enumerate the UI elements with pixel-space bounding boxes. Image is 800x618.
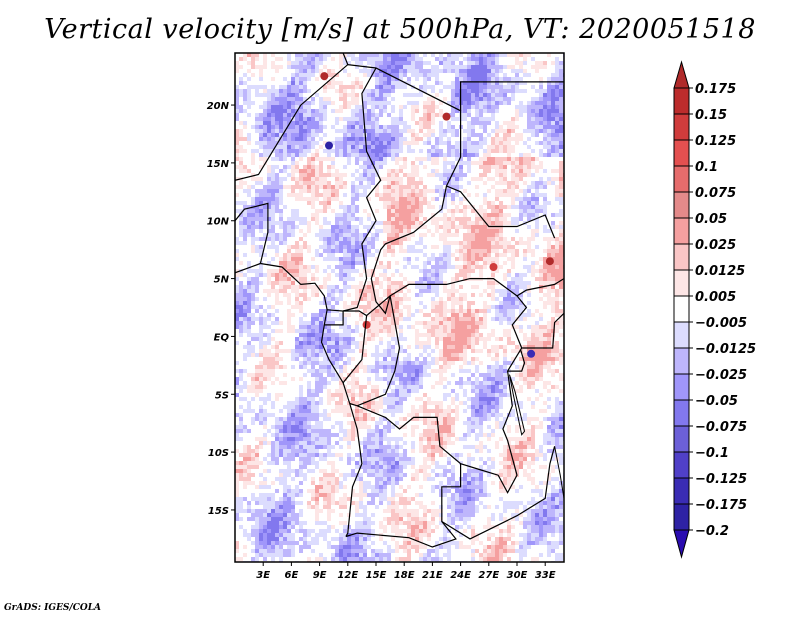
colorbar-label: −0.005 [695,316,747,331]
x-tick-label: 3E [256,570,270,581]
colorbar-box [673,295,690,323]
border-line-14 [460,81,564,111]
x-tick-label: 6E [285,570,299,581]
x-tick-label: 18E [394,570,415,581]
colorbar-label: −0.2 [695,524,729,539]
colorbar-label: −0.05 [695,394,738,409]
colorbar-box [673,347,690,375]
border-line-10 [460,295,528,494]
colorbar-box [673,373,690,401]
colorbar-box [673,139,690,167]
border-line-15 [446,185,556,239]
border-line-9 [345,405,462,548]
lake-tanganyika [508,374,526,436]
border-line-6 [324,309,344,326]
colorbar-box [673,243,690,271]
y-tick-label: 5N [214,275,230,286]
border-line-4 [260,262,363,537]
y-tick-label: 10S [208,448,229,459]
border-line-3 [235,202,269,264]
colorbar-label: 0.125 [695,134,736,149]
y-tick-label: 15S [208,506,229,517]
y-tick-label: 20N [207,101,230,112]
colorbar-box [673,165,690,193]
border-line-1 [342,53,349,65]
colorbar-label: −0.075 [695,420,747,435]
colorbar-label: −0.175 [695,498,747,513]
colorbar-box [673,503,690,531]
x-tick-label: 21E [422,570,443,581]
colorbar-label: 0.025 [695,238,736,253]
y-axis: 20N 15N 10N 5N EQ 5S 10S 15S [207,101,235,517]
colorbar-label: 0.0125 [695,264,745,279]
colorbar-extend-max [673,60,690,89]
colorbar-label: 0.075 [695,186,736,201]
colorbar-box [673,425,690,453]
x-tick-label: 12E [337,570,358,581]
colorbar: 0.175 0.15 0.125 0.1 0.075 0.05 0.025 0.0125 0.0… [673,60,756,559]
border-line-11 [441,446,556,540]
country-borders [235,53,564,548]
colorbar-label: −0.025 [695,368,747,383]
lake-malawi [554,446,564,499]
colorbar-box [673,321,690,349]
border-line-2 [342,67,382,312]
border-line-13 [507,350,526,372]
x-tick-label: 27E [478,570,499,581]
colorbar-label: 0.15 [695,108,727,123]
colorbar-extend-min [673,529,690,559]
colorbar-label: −0.125 [695,472,747,487]
colorbar-label: −0.0125 [695,342,756,357]
y-tick-label: 5S [215,390,229,401]
border-line-12 [521,312,564,349]
colorbar-box [673,269,690,297]
x-tick-label: 15E [366,570,387,581]
chart-title: Vertical velocity [m/s] at 500hPa, VT: 2… [44,14,756,45]
grads-credit: GrADS: IGES/COLA [4,603,102,613]
border-line-5 [235,262,261,274]
plot-frame [234,52,565,563]
colorbar-box [673,217,690,245]
colorbar-box [673,191,690,219]
velocity-field [235,53,564,562]
colorbar-label: −0.1 [695,446,729,461]
colorbar-label: 0.005 [695,290,736,305]
y-tick-label: EQ [214,332,230,343]
x-tick-label: 9E [313,570,327,581]
x-tick-label: 24E [450,570,471,581]
colorbar-box [673,477,690,505]
colorbar-box [673,113,690,141]
y-tick-label: 10N [207,217,230,228]
colorbar-label: 0.1 [695,160,718,175]
colorbar-label: 0.05 [695,212,727,227]
colorbar-box [673,451,690,479]
x-tick-label: 30E [507,570,528,581]
colorbar-label: 0.175 [695,82,736,97]
x-axis: 3E 6E 9E 12E 15E 18E 21E 24E 27E 30E 33E [256,562,556,581]
colorbar-box [673,399,690,427]
colorbar-box [673,87,690,115]
x-tick-label: 33E [535,570,556,581]
y-tick-label: 15N [207,159,230,170]
